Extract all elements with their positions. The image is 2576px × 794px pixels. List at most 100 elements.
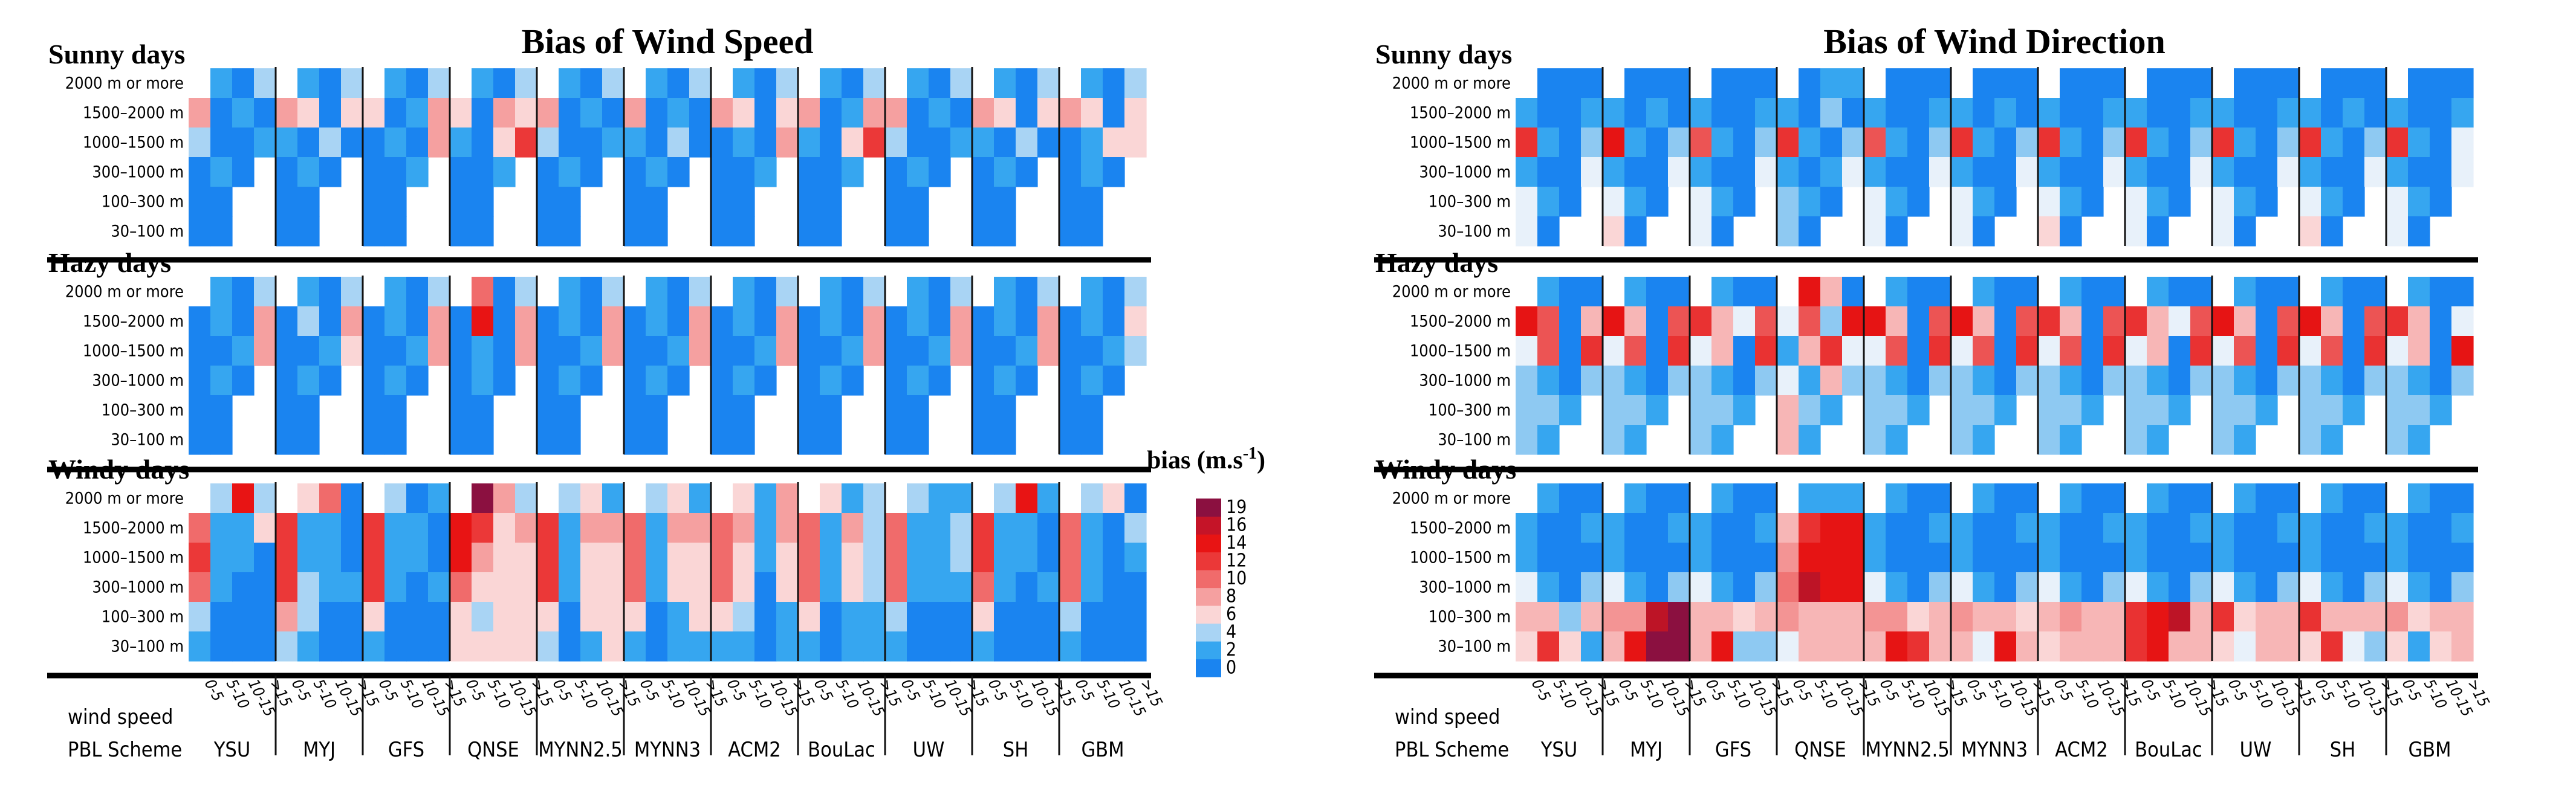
heatmap-cell — [2169, 98, 2191, 128]
heatmap-cell — [2451, 277, 2474, 307]
height-level-label: 1500–2000 m — [83, 312, 184, 331]
heatmap-cell — [1059, 543, 1082, 573]
heatmap-cell — [2103, 277, 2126, 307]
heatmap-cell — [1646, 543, 1669, 573]
heatmap-cell — [754, 336, 777, 366]
heatmap-cell — [646, 395, 668, 425]
heatmap-cell — [2451, 98, 2474, 128]
heatmap-cell — [842, 543, 864, 573]
wind-speed-tick-label: 5-10 — [2421, 676, 2451, 712]
heatmap-cell — [733, 216, 755, 247]
heatmap-cell — [232, 68, 255, 98]
heatmap-cell — [2038, 631, 2060, 662]
heatmap-cell — [297, 216, 320, 247]
heatmap-cell — [297, 513, 320, 543]
heatmap-cell — [472, 513, 494, 543]
heatmap-cell — [2408, 98, 2430, 128]
heatmap-cell — [1820, 277, 1843, 307]
heatmap-cell — [863, 543, 886, 573]
heatmap-cell — [493, 306, 516, 337]
heatmap-cell — [1081, 543, 1103, 573]
heatmap-cell — [2277, 98, 2300, 128]
heatmap-cell — [2321, 602, 2343, 632]
heatmap-cell — [210, 127, 233, 158]
heatmap-cell — [2343, 483, 2365, 514]
heatmap-cell — [733, 543, 755, 573]
heatmap-cell — [994, 277, 1016, 307]
heatmap-cell — [2212, 336, 2234, 366]
heatmap-cell — [1016, 602, 1038, 632]
heatmap-cell — [1516, 366, 1538, 396]
heatmap-cell — [820, 336, 842, 366]
heatmap-cell — [667, 98, 690, 128]
heatmap-cell — [232, 631, 255, 662]
heatmap-cell — [1864, 336, 1886, 366]
heatmap-cell — [1603, 216, 1625, 247]
heatmap-cell — [2451, 631, 2474, 662]
height-level-label: 300–1000 m — [1419, 371, 1511, 390]
heatmap-cell — [689, 631, 712, 662]
heatmap-cell — [2256, 513, 2278, 543]
heatmap-cell — [1603, 306, 1625, 337]
heatmap-cell — [1016, 513, 1038, 543]
heatmap-cell — [232, 513, 255, 543]
heatmap-cell — [711, 336, 733, 366]
heatmap-cell — [580, 602, 603, 632]
heatmap-cell — [776, 513, 799, 543]
heatmap-cell — [428, 572, 450, 602]
heatmap-cell — [297, 572, 320, 602]
heatmap-cell — [1516, 98, 1538, 128]
heatmap-cell — [863, 127, 886, 158]
heatmap-cell — [515, 543, 537, 573]
heatmap-cell — [1929, 513, 1951, 543]
heatmap-cell — [733, 602, 755, 632]
heatmap-cell — [798, 127, 820, 158]
heatmap-cell — [428, 631, 450, 662]
heatmap-cell — [472, 336, 494, 366]
heatmap-cell — [2212, 157, 2234, 187]
heatmap-cell — [1777, 602, 1799, 632]
heatmap-cell — [994, 395, 1016, 425]
heatmap-cell — [1777, 336, 1799, 366]
heatmap-cell — [254, 98, 276, 128]
heatmap-cell — [276, 395, 298, 425]
heatmap-cell — [1690, 157, 1712, 187]
wind-speed-tick-label: 5-10 — [1724, 676, 1754, 712]
heatmap-cell — [232, 483, 255, 514]
heatmap-cell — [1907, 187, 1930, 217]
heatmap-cell — [2277, 483, 2300, 514]
heatmap-cell — [1994, 513, 2017, 543]
heatmap-cell — [1037, 127, 1060, 158]
heatmap-cell — [1799, 543, 1821, 573]
heatmap-cell — [602, 306, 625, 337]
heatmap-cell — [1059, 395, 1082, 425]
heatmap-cell — [210, 572, 233, 602]
heatmap-cell — [559, 631, 581, 662]
heatmap-cell — [363, 631, 385, 662]
heatmap-cell — [1777, 366, 1799, 396]
heatmap-cell — [537, 187, 559, 217]
heatmap-cell — [1537, 306, 1560, 337]
heatmap-cell — [2234, 483, 2256, 514]
heatmap-cell — [907, 127, 929, 158]
heatmap-cell — [450, 157, 472, 187]
heatmap-cell — [2386, 187, 2409, 217]
heatmap-cell — [2169, 127, 2191, 158]
heatmap-cell — [559, 157, 581, 187]
heatmap-cell — [1886, 543, 1908, 573]
heatmap-cell — [297, 336, 320, 366]
heatmap-cell — [907, 157, 929, 187]
heatmap-cell — [2430, 277, 2452, 307]
heatmap-cell — [624, 513, 646, 543]
heatmap-cell — [798, 216, 820, 247]
heatmap-cell — [1124, 306, 1147, 337]
heatmap-cell — [646, 187, 668, 217]
heatmap-cell — [1886, 216, 1908, 247]
heatmap-cell — [537, 127, 559, 158]
heatmap-cell — [319, 366, 342, 396]
heatmap-cell — [907, 277, 929, 307]
heatmap-cell — [2321, 127, 2343, 158]
heatmap-cell — [1799, 127, 1821, 158]
heatmap-cell — [210, 306, 233, 337]
heatmap-cell — [232, 127, 255, 158]
